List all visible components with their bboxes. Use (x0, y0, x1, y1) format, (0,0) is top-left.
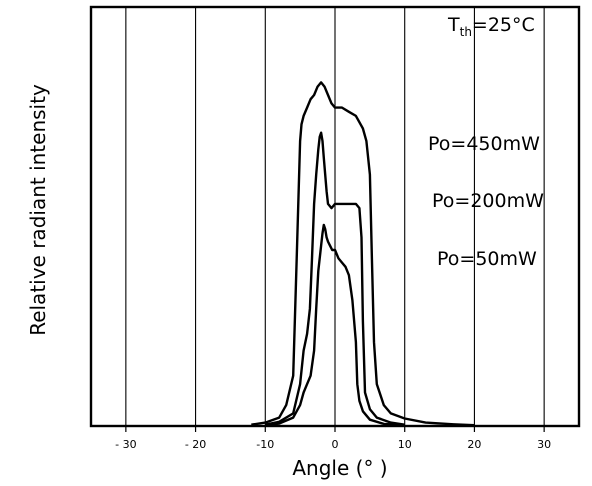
x-tick-label: 30 (537, 438, 551, 451)
x-axis-label: Angle (° ) (292, 456, 387, 480)
x-tick-label: 10 (398, 438, 412, 451)
annotation-po-450: Po=450mW (428, 133, 540, 155)
x-tick-label: - 20 (185, 438, 206, 451)
x-ticks: - 30 - 20 -10 0 10 20 30 (115, 426, 551, 451)
grid-lines (125, 7, 545, 426)
annotation-temperature: Tth=25°C (447, 14, 535, 39)
x-tick-label: -10 (256, 438, 274, 451)
x-tick-label: 0 (332, 438, 339, 451)
annotation-po-50: Po=50mW (437, 248, 537, 270)
series-line-2 (265, 223, 405, 427)
curves (251, 81, 475, 427)
x-tick-label: - 30 (115, 438, 136, 451)
series-line-0 (251, 81, 475, 427)
y-axis-label: Relative radiant intensity (26, 84, 50, 336)
x-tick-label: 20 (467, 438, 481, 451)
series-line-1 (265, 131, 405, 426)
annotation-po-200: Po=200mW (432, 190, 544, 212)
